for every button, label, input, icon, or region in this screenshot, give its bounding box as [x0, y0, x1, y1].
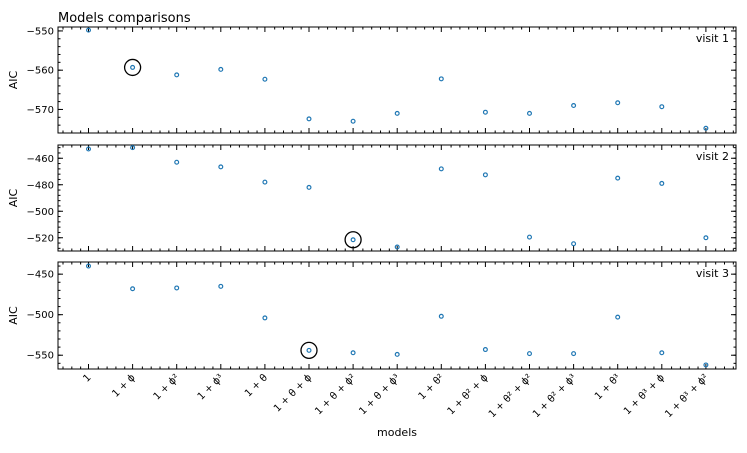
data-point	[482, 172, 488, 178]
y-tick-label: −560	[27, 66, 54, 77]
data-point	[262, 76, 268, 82]
data-point	[615, 175, 621, 181]
data-point	[659, 350, 665, 356]
y-tick-label: −500	[27, 310, 54, 321]
data-point	[659, 104, 665, 110]
data-point	[130, 286, 136, 292]
x-tick-label: 1 + θ²	[417, 372, 447, 402]
x-tick-label: 1 + ϕ	[110, 372, 138, 400]
highlight-ring	[123, 58, 142, 77]
chart-title: Models comparisons	[58, 11, 191, 26]
data-point	[350, 350, 356, 356]
panels-layer: −550 −560 −570 AIC visit 1 −460 −480 −500 −520 AI…	[7, 26, 737, 420]
y-tick-label: −520	[27, 233, 54, 244]
x-tick-label: 1 + θ² + ϕ³	[531, 372, 579, 420]
data-point	[571, 351, 577, 357]
data-point	[703, 362, 709, 368]
y-axis-label: AIC	[7, 70, 20, 89]
data-point	[174, 159, 180, 165]
data-point	[262, 179, 268, 185]
x-tick-label: 1 + θ² + ϕ	[446, 372, 491, 417]
data-point	[438, 76, 444, 82]
data-point	[615, 314, 621, 320]
x-tick-label: 1 + θ³ + ϕ	[622, 372, 667, 417]
x-tick-label: 1 + ϕ²	[152, 372, 182, 402]
data-point	[571, 241, 577, 247]
data-point	[526, 351, 532, 357]
data-point	[262, 315, 268, 321]
x-tick-label: 1 + θ	[243, 372, 270, 399]
panel-label: visit 2	[696, 150, 729, 163]
data-point	[394, 110, 400, 116]
data-point	[394, 244, 400, 250]
data-point	[218, 283, 224, 289]
panel-frame	[57, 26, 737, 134]
data-point	[130, 145, 136, 151]
data-point	[482, 109, 488, 115]
data-point	[615, 100, 621, 106]
data-point	[350, 237, 356, 243]
data-point	[306, 347, 312, 353]
data-point	[703, 235, 709, 241]
data-point	[306, 184, 312, 190]
data-point	[218, 66, 224, 72]
data-point	[659, 180, 665, 186]
y-tick-label: −450	[27, 270, 54, 281]
y-tick-label: −480	[27, 180, 54, 191]
data-point	[350, 118, 356, 124]
panel-3: −450 −500 −550 AIC visit 3	[7, 261, 737, 370]
y-axis-label: AIC	[7, 188, 20, 207]
panel-2: −460 −480 −500 −520 AIC visit 2	[7, 144, 737, 252]
highlight-ring	[300, 341, 318, 360]
x-tick-label: 1 + θ² + ϕ²	[487, 372, 535, 420]
x-tick-label: 1	[81, 372, 93, 384]
data-point	[526, 110, 532, 116]
panel-label: visit 3	[696, 267, 729, 280]
x-tick-label: 1 + θ + ϕ³	[357, 372, 402, 417]
y-tick-label: −500	[27, 207, 54, 218]
data-point	[438, 166, 444, 172]
highlight-ring	[344, 231, 362, 249]
x-tick-label: 1 + θ³ + ϕ²	[663, 372, 711, 420]
y-tick-label: −550	[27, 351, 54, 362]
x-tick-label: 1 + θ + ϕ²	[313, 372, 358, 417]
x-axis-label: models	[377, 426, 417, 439]
y-tick-label: −570	[27, 105, 54, 116]
data-point	[85, 27, 91, 33]
y-axis-label: AIC	[7, 306, 20, 325]
data-point	[438, 313, 444, 319]
data-point	[703, 125, 709, 131]
data-point	[394, 351, 400, 357]
x-tick-label: 1 + θ + ϕ	[272, 372, 314, 414]
data-point	[85, 146, 91, 152]
data-point	[571, 103, 577, 109]
x-tick-label: 1 + θ³	[593, 372, 623, 402]
data-point	[85, 263, 91, 269]
panel-label: visit 1	[696, 32, 729, 45]
data-point	[174, 285, 180, 291]
panel-1: −550 −560 −570 AIC visit 1	[7, 26, 737, 134]
data-point	[218, 164, 224, 170]
data-point	[130, 64, 136, 70]
data-point	[174, 72, 180, 78]
y-tick-label: −550	[27, 26, 54, 37]
panel-frame	[57, 144, 737, 252]
x-tick-label: 1 + ϕ³	[196, 372, 226, 402]
data-point	[482, 347, 488, 353]
data-point	[306, 116, 312, 122]
y-tick-label: −460	[27, 154, 54, 165]
data-point	[526, 234, 532, 240]
